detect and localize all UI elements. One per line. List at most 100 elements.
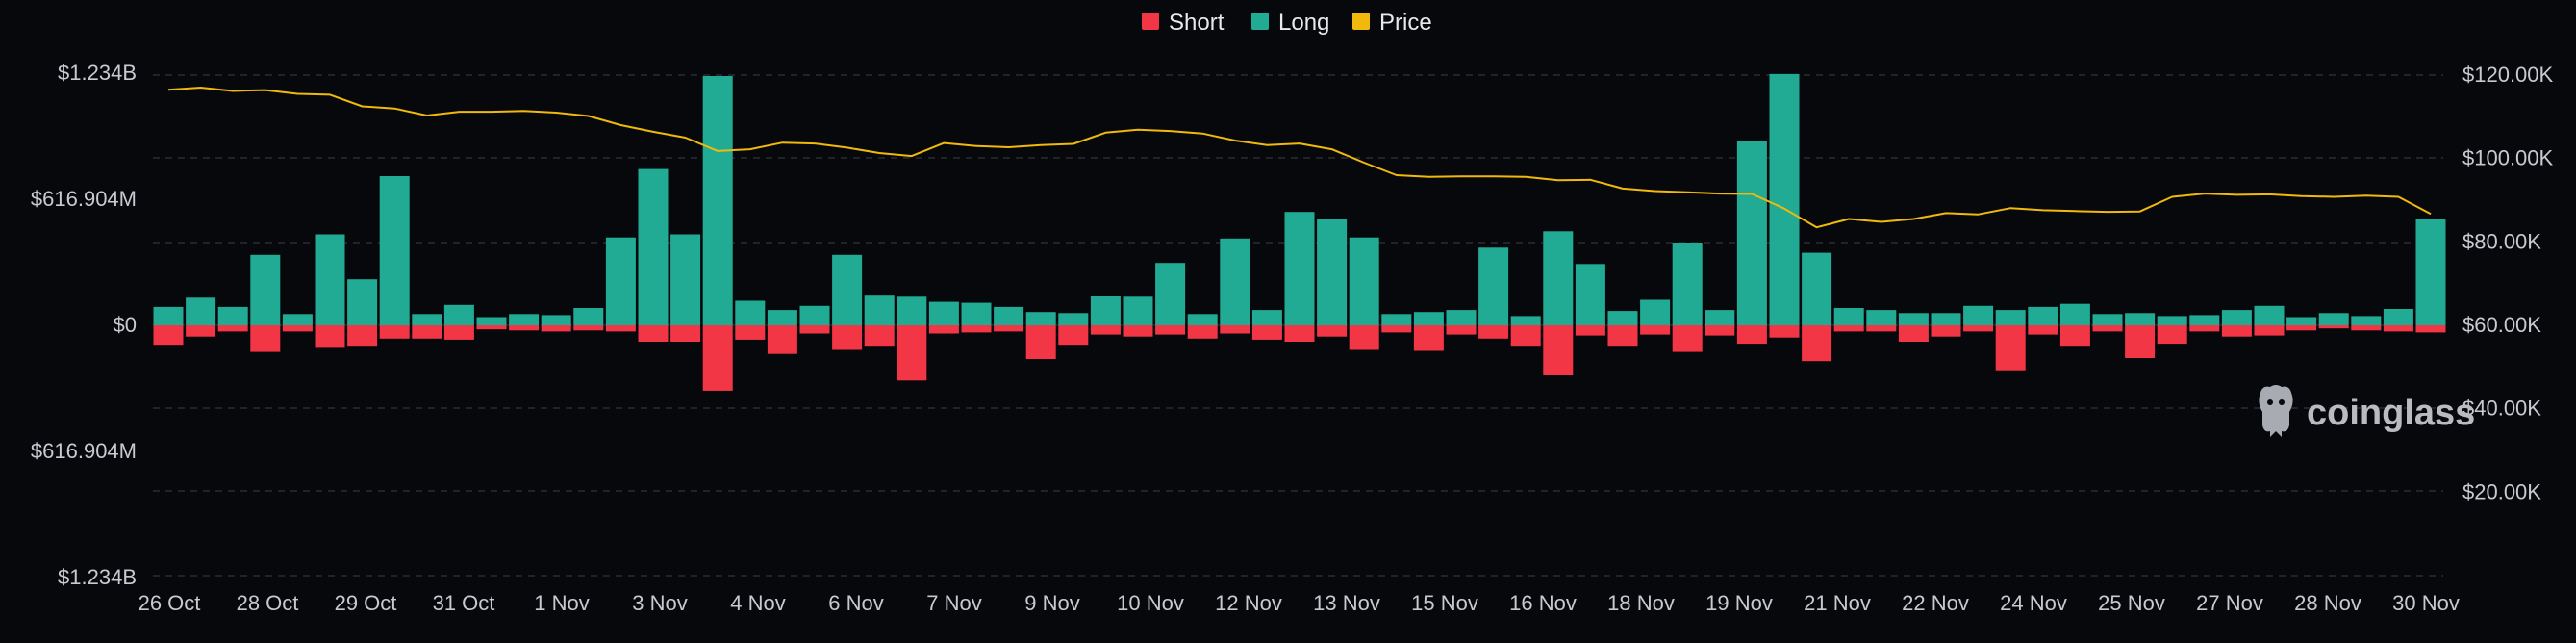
short-bar[interactable] (1187, 325, 1218, 339)
long-bar[interactable] (1575, 264, 1605, 325)
long-bar[interactable] (379, 176, 410, 325)
long-bar[interactable] (799, 305, 830, 325)
long-bar[interactable] (2028, 306, 2058, 325)
long-bar[interactable] (605, 237, 636, 325)
short-bar[interactable] (2028, 325, 2058, 335)
short-bar[interactable] (702, 325, 733, 391)
short-bar[interactable] (541, 325, 571, 332)
long-bar[interactable] (994, 306, 1024, 325)
long-bar[interactable] (1931, 313, 1961, 325)
long-bar[interactable] (443, 304, 474, 325)
long-bar[interactable] (2221, 310, 2252, 325)
long-bar[interactable] (1705, 310, 1735, 325)
legend-label-long[interactable]: Long (1278, 10, 1329, 36)
short-bar[interactable] (443, 325, 474, 340)
short-bar[interactable] (928, 325, 959, 334)
short-bar[interactable] (509, 325, 540, 331)
short-bar[interactable] (315, 325, 345, 348)
short-bar[interactable] (2125, 325, 2156, 358)
short-bar[interactable] (1963, 325, 1994, 332)
short-bar[interactable] (1251, 325, 1282, 340)
short-bar[interactable] (282, 325, 313, 332)
long-bar[interactable] (702, 76, 733, 325)
long-bar[interactable] (1381, 314, 1412, 325)
short-bar[interactable] (379, 325, 410, 339)
long-bar[interactable] (1736, 141, 1767, 325)
short-bar[interactable] (1413, 325, 1444, 351)
long-bar[interactable] (2092, 314, 2123, 325)
long-bar[interactable] (1317, 219, 1348, 325)
short-bar[interactable] (153, 325, 184, 346)
long-bar[interactable] (832, 254, 863, 325)
long-bar[interactable] (1769, 73, 1800, 326)
short-bar[interactable] (2415, 325, 2446, 333)
legend-label-short[interactable]: Short (1169, 10, 1225, 36)
short-bar[interactable] (1123, 325, 1153, 337)
short-bar[interactable] (1025, 325, 1056, 359)
short-bar[interactable] (1833, 325, 1864, 332)
short-bar[interactable] (2318, 325, 2349, 329)
long-bar[interactable] (1802, 252, 1832, 325)
short-bar[interactable] (1349, 325, 1379, 350)
short-bar[interactable] (476, 325, 507, 330)
long-bar[interactable] (153, 306, 184, 325)
short-bar[interactable] (1607, 325, 1638, 347)
long-bar[interactable] (2157, 316, 2187, 325)
short-bar[interactable] (412, 325, 442, 339)
long-bar[interactable] (1058, 313, 1089, 325)
short-bar[interactable] (670, 325, 701, 342)
long-bar[interactable] (2059, 303, 2090, 325)
short-bar[interactable] (1381, 325, 1412, 333)
long-bar[interactable] (928, 301, 959, 325)
short-bar[interactable] (1478, 325, 1509, 339)
long-bar[interactable] (217, 306, 248, 325)
short-bar[interactable] (2254, 325, 2285, 336)
long-bar[interactable] (1187, 314, 1218, 325)
long-bar[interactable] (2286, 317, 2317, 326)
long-bar[interactable] (670, 234, 701, 326)
long-bar[interactable] (1672, 243, 1703, 325)
short-bar[interactable] (217, 325, 248, 332)
short-bar[interactable] (1931, 325, 1961, 337)
long-bar[interactable] (897, 296, 927, 325)
long-bar[interactable] (412, 314, 442, 325)
short-bar[interactable] (1802, 325, 1832, 362)
legend-label-price[interactable]: Price (1379, 10, 1432, 36)
long-bar[interactable] (2125, 313, 2156, 325)
long-bar[interactable] (282, 314, 313, 325)
long-bar[interactable] (1963, 305, 1994, 325)
long-bar[interactable] (1898, 313, 1929, 325)
short-bar[interactable] (1284, 325, 1315, 342)
short-bar[interactable] (605, 325, 636, 332)
long-bar[interactable] (961, 302, 992, 325)
short-bar[interactable] (1090, 325, 1121, 335)
long-bar[interactable] (2318, 313, 2349, 325)
long-bar[interactable] (735, 300, 766, 326)
short-bar[interactable] (2383, 325, 2413, 332)
short-bar[interactable] (1543, 325, 1574, 375)
short-bar[interactable] (638, 325, 669, 342)
short-bar[interactable] (250, 325, 281, 352)
short-bar[interactable] (2189, 325, 2220, 332)
long-bar[interactable] (2415, 219, 2446, 325)
short-bar[interactable] (1640, 325, 1671, 335)
short-bar[interactable] (573, 325, 604, 331)
short-bar[interactable] (1446, 325, 1477, 335)
long-bar[interactable] (1543, 231, 1574, 325)
short-bar[interactable] (1866, 325, 1897, 332)
long-bar[interactable] (1155, 263, 1186, 325)
long-bar[interactable] (1349, 237, 1379, 325)
long-bar[interactable] (1090, 296, 1121, 325)
long-bar[interactable] (573, 308, 604, 325)
short-bar[interactable] (1995, 325, 2026, 371)
long-bar[interactable] (1123, 296, 1153, 325)
long-bar[interactable] (1446, 310, 1477, 325)
long-bar[interactable] (864, 295, 895, 325)
long-bar[interactable] (638, 168, 669, 325)
short-bar[interactable] (2059, 325, 2090, 347)
long-bar[interactable] (1025, 312, 1056, 325)
long-bar[interactable] (1510, 316, 1541, 325)
short-bar[interactable] (1510, 325, 1541, 347)
short-bar[interactable] (961, 325, 992, 333)
long-bar[interactable] (1995, 310, 2026, 325)
